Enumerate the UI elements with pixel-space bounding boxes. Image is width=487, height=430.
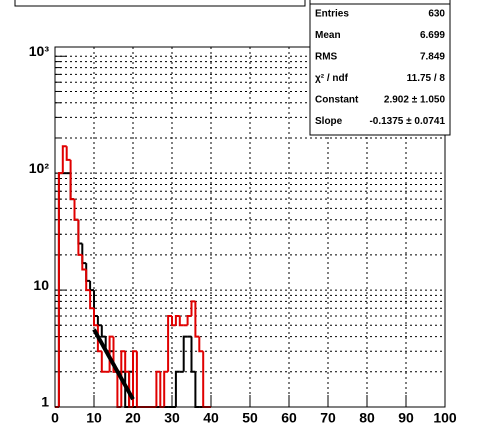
- x-tick-label: 50: [242, 410, 258, 426]
- plot-border: [54, 46, 446, 408]
- title-box: [14, 0, 306, 7]
- hist-bin: [100, 351, 106, 373]
- x-tick-label: 0: [51, 410, 59, 426]
- stats-value: 630: [428, 9, 445, 20]
- hist-bin: [186, 315, 192, 326]
- stats-label: Slope: [315, 116, 343, 127]
- stats-label: χ² / ndf: [315, 73, 349, 84]
- hist-bin: [163, 370, 169, 407]
- hist-bin: [190, 300, 196, 317]
- stats-value: -0.1375 ± 0.0741: [369, 116, 445, 127]
- hist-bin: [167, 315, 172, 372]
- x-tick-label: 30: [164, 410, 180, 426]
- y-tick-label: 10: [33, 277, 49, 293]
- x-tick-label: 10: [86, 410, 102, 426]
- hist-bin: [194, 301, 200, 338]
- x-tick-label: 100: [433, 410, 457, 426]
- hist-bin: [171, 316, 176, 327]
- hist-bin: [73, 199, 79, 221]
- stats-value: 7.849: [420, 52, 445, 63]
- hist-bin: [81, 254, 87, 271]
- hist-bin: [120, 350, 126, 407]
- x-tick-label: 90: [398, 410, 414, 426]
- stats-label: Mean: [315, 30, 341, 41]
- hist-bin: [89, 290, 94, 310]
- hist-bin: [65, 146, 71, 161]
- stats-label: RMS: [315, 52, 338, 63]
- hist-bin: [124, 351, 130, 373]
- hist-bin: [93, 308, 98, 327]
- hist-bin: [155, 370, 161, 407]
- y-tick-label: 10²: [29, 160, 50, 176]
- hist-bin: [178, 316, 184, 327]
- x-tick-label: 70: [320, 410, 336, 426]
- x-tick-label: 60: [281, 410, 297, 426]
- y-tick-label: 1: [41, 394, 49, 410]
- hist-bin: [77, 219, 83, 256]
- x-tick-label: 80: [359, 410, 375, 426]
- stats-value: 2.902 ± 1.050: [384, 95, 446, 106]
- hist-bin: [190, 336, 196, 373]
- hist-bin: [174, 370, 180, 407]
- hist-bin: [61, 145, 67, 174]
- x-tick-label: 40: [203, 410, 219, 426]
- hist-bin: [85, 269, 91, 292]
- hist-bin: [100, 325, 106, 338]
- stats-value: 6.699: [420, 30, 445, 41]
- stats-value: 11.75 / 8: [407, 73, 446, 84]
- stats-label: Entries: [315, 9, 349, 20]
- fit-curve: [92, 328, 135, 401]
- stats-box: [309, 0, 451, 136]
- hist-bin: [69, 159, 75, 201]
- hist-bin: [132, 350, 137, 407]
- y-tick-label: 10³: [29, 43, 50, 59]
- hist-bin: [57, 172, 63, 407]
- hist-bin: [198, 336, 204, 353]
- hist-bin: [182, 335, 188, 372]
- stats-label: Constant: [315, 95, 359, 106]
- hist-bin: [174, 315, 180, 326]
- x-tick-label: 20: [125, 410, 141, 426]
